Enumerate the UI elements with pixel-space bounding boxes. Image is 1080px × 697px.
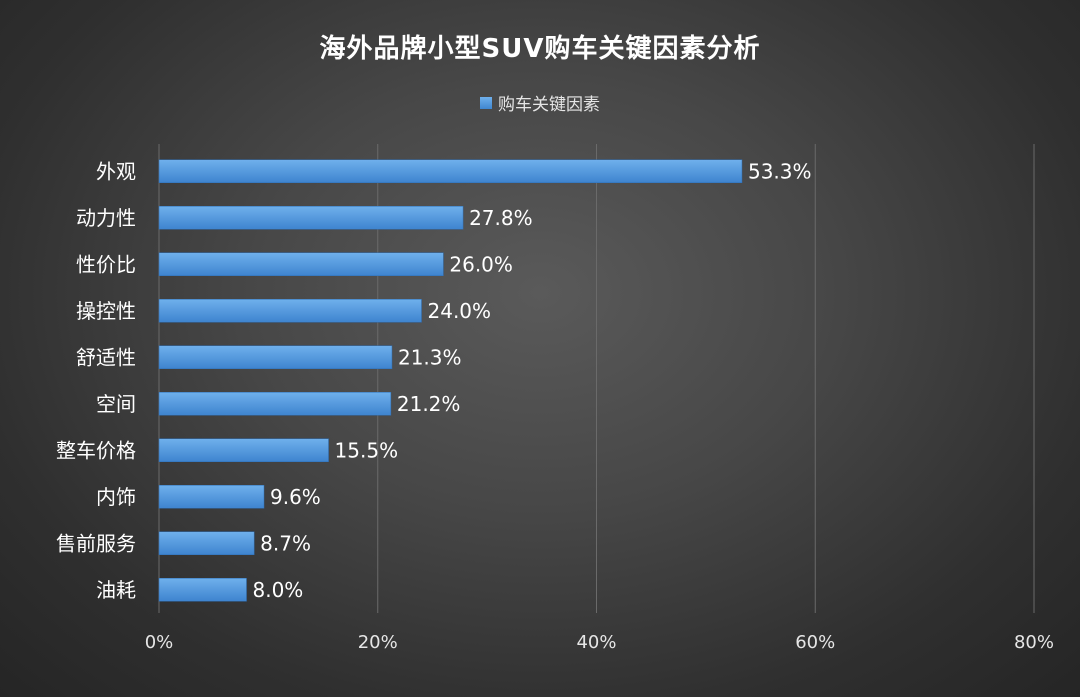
data-label: 21.3% bbox=[398, 345, 462, 369]
x-tick-label: 20% bbox=[358, 632, 398, 653]
data-label: 8.7% bbox=[260, 531, 311, 555]
category-label: 操控性 bbox=[76, 299, 136, 323]
data-label: 27.8% bbox=[469, 206, 533, 230]
data-label: 21.2% bbox=[397, 392, 461, 416]
bar bbox=[158, 531, 255, 555]
bar bbox=[158, 252, 444, 276]
category-label: 内饰 bbox=[96, 485, 136, 509]
category-label: 油耗 bbox=[96, 578, 136, 602]
bar bbox=[158, 206, 464, 230]
data-label: 24.0% bbox=[428, 299, 492, 323]
bar bbox=[158, 392, 392, 416]
data-label: 9.6% bbox=[270, 485, 321, 509]
bar bbox=[158, 159, 743, 183]
legend-label: 购车关键因素 bbox=[498, 95, 600, 115]
bar bbox=[158, 438, 329, 462]
bar bbox=[158, 299, 422, 323]
x-tick-label: 0% bbox=[145, 632, 174, 653]
category-label: 性价比 bbox=[76, 252, 136, 276]
category-label: 舒适性 bbox=[76, 345, 136, 369]
category-label: 整车价格 bbox=[56, 438, 136, 462]
legend: 购车关键因素 bbox=[0, 90, 1080, 115]
bar bbox=[158, 485, 265, 509]
data-label: 53.3% bbox=[748, 159, 812, 183]
x-tick-label: 60% bbox=[795, 632, 835, 653]
x-tick-label: 80% bbox=[1014, 632, 1054, 653]
bar bbox=[158, 578, 247, 602]
data-label: 26.0% bbox=[449, 252, 513, 276]
data-label: 15.5% bbox=[335, 438, 399, 462]
chart-title: 海外品牌小型SUV购车关键因素分析 bbox=[319, 34, 761, 64]
bar bbox=[158, 345, 393, 369]
category-label: 售前服务 bbox=[56, 531, 136, 555]
category-label: 空间 bbox=[96, 392, 136, 416]
data-label: 8.0% bbox=[253, 578, 304, 602]
category-label: 动力性 bbox=[76, 206, 136, 230]
x-tick-label: 40% bbox=[576, 632, 616, 653]
category-label: 外观 bbox=[96, 159, 136, 183]
legend-swatch bbox=[480, 96, 492, 109]
